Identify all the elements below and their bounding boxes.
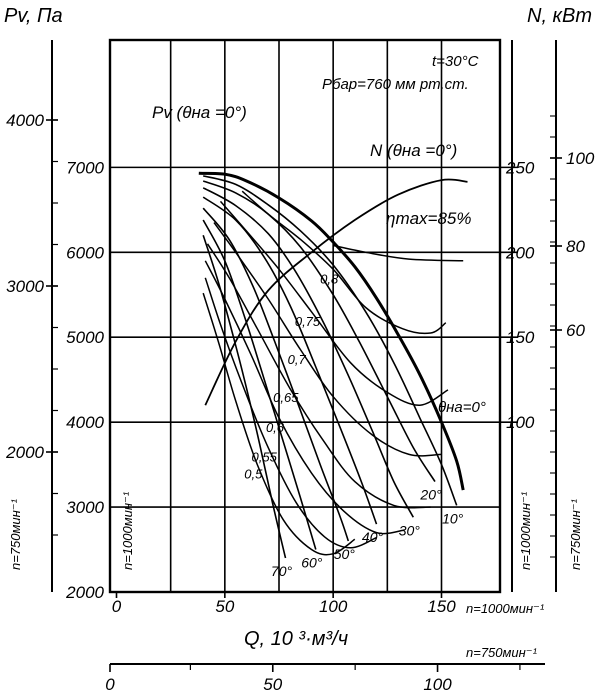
angle-label-60°: 60° — [301, 555, 323, 571]
left-axis-title: Pv, Па — [4, 5, 63, 27]
efficiency-label-0,7: 0,7 — [288, 352, 307, 367]
power-curve-group — [204, 178, 468, 406]
pressure-curve-30° — [202, 187, 415, 518]
angle-label-70°: 70° — [271, 563, 293, 579]
speed-label-right-inner: n=1000мин⁻¹ — [518, 491, 533, 570]
n750-tick-label-100: 100 — [566, 149, 595, 168]
bottom-axis-title: Q, 10 ³·м³/ч — [244, 628, 348, 650]
pressure-curves: 10°20° 30° 40° 50° 60° 70° — [198, 171, 465, 579]
angle-label-40°: 40° — [362, 529, 384, 545]
angle-label-20°: 20° — [419, 487, 442, 503]
p-tick-label-7000: 7000 — [66, 158, 104, 177]
speed-label-left-outer: n=750мин⁻¹ — [8, 498, 23, 570]
condition-temperature: t=30°C — [432, 53, 479, 70]
efficiency-line-0,75 — [219, 200, 449, 406]
n-tick-label-250: 250 — [505, 158, 535, 177]
pressure-curve-0° — [198, 171, 465, 491]
pv-curve-label: Pv (θна =0°) — [152, 103, 247, 122]
pressure-curve-70° — [202, 235, 287, 559]
condition-pressure: Pбар=760 мм рт.ст. — [322, 76, 469, 93]
x-tick-label-100: 100 — [319, 597, 348, 616]
efficiency-line-0,5 — [202, 292, 356, 556]
p750-tick-label-4000: 4000 — [6, 111, 44, 130]
p-tick-label-2000: 2000 — [65, 583, 104, 602]
theta-zero-label: θна=0° — [438, 399, 486, 416]
speed-label-left-inner: n=1000мин⁻¹ — [120, 491, 135, 570]
efficiency-label-0,65: 0,65 — [273, 390, 299, 405]
p750-tick-label-3000: 3000 — [6, 277, 44, 296]
power-curve — [204, 178, 468, 406]
angle-label-10°: 10° — [442, 510, 464, 526]
x750-tick-label-50: 50 — [263, 675, 282, 694]
efficiency-label-0,55: 0,55 — [252, 450, 278, 465]
tick-labels: 0 50 100 150 0 50 100 2000 3000 4000 5000 6000 7000 2… — [5, 111, 595, 694]
efficiency-line-0,65 — [206, 243, 431, 509]
n-tick-label-100: 100 — [506, 413, 535, 432]
angle-label-30°: 30° — [399, 522, 421, 538]
right-axis-title: N, кВт — [527, 5, 592, 27]
n750-tick-label-80: 80 — [566, 237, 585, 256]
pressure-curve-20° — [202, 180, 436, 483]
efficiency-label-0,75: 0,75 — [295, 314, 321, 329]
p750-tick-label-2000: 2000 — [5, 443, 44, 462]
x750-tick-label-100: 100 — [423, 675, 452, 694]
p-tick-label-4000: 4000 — [66, 413, 104, 432]
speed-label-x-750: n=750мин⁻¹ — [466, 645, 538, 660]
x-tick-label-150: 150 — [427, 597, 456, 616]
speed-label-x-1000: n=1000мин⁻¹ — [466, 601, 545, 616]
pressure-curve-60° — [202, 219, 317, 550]
x-tick-label-50: 50 — [215, 597, 234, 616]
n-tick-label-150: 150 — [506, 328, 535, 347]
speed-label-right-outer: n=750мин⁻¹ — [568, 498, 583, 570]
x-tick-label-0: 0 — [112, 597, 122, 616]
n750-tick-label-60: 60 — [566, 321, 585, 340]
p-tick-label-6000: 6000 — [66, 243, 104, 262]
n-tick-label-200: 200 — [505, 243, 535, 262]
x750-tick-label-0: 0 — [105, 675, 115, 694]
efficiency-label-0,6: 0,6 — [266, 420, 285, 435]
n-curve-label: N (θна =0°) — [370, 141, 457, 160]
pressure-curve-40° — [202, 196, 378, 525]
p-tick-label-3000: 3000 — [66, 498, 104, 517]
pressure-curve-50° — [202, 207, 350, 542]
efficiency-line-0,6 — [204, 260, 405, 535]
p-tick-label-5000: 5000 — [66, 328, 104, 347]
eta-max-label: ηmax=85% — [386, 209, 472, 228]
pressure-curve-10° — [202, 175, 458, 506]
angle-label-50°: 50° — [334, 546, 356, 562]
efficiency-line-max — [333, 244, 464, 262]
efficiency-label-0,5: 0,5 — [244, 467, 263, 482]
plot-frame — [108, 38, 502, 594]
efficiency-line-0,55 — [204, 277, 377, 549]
